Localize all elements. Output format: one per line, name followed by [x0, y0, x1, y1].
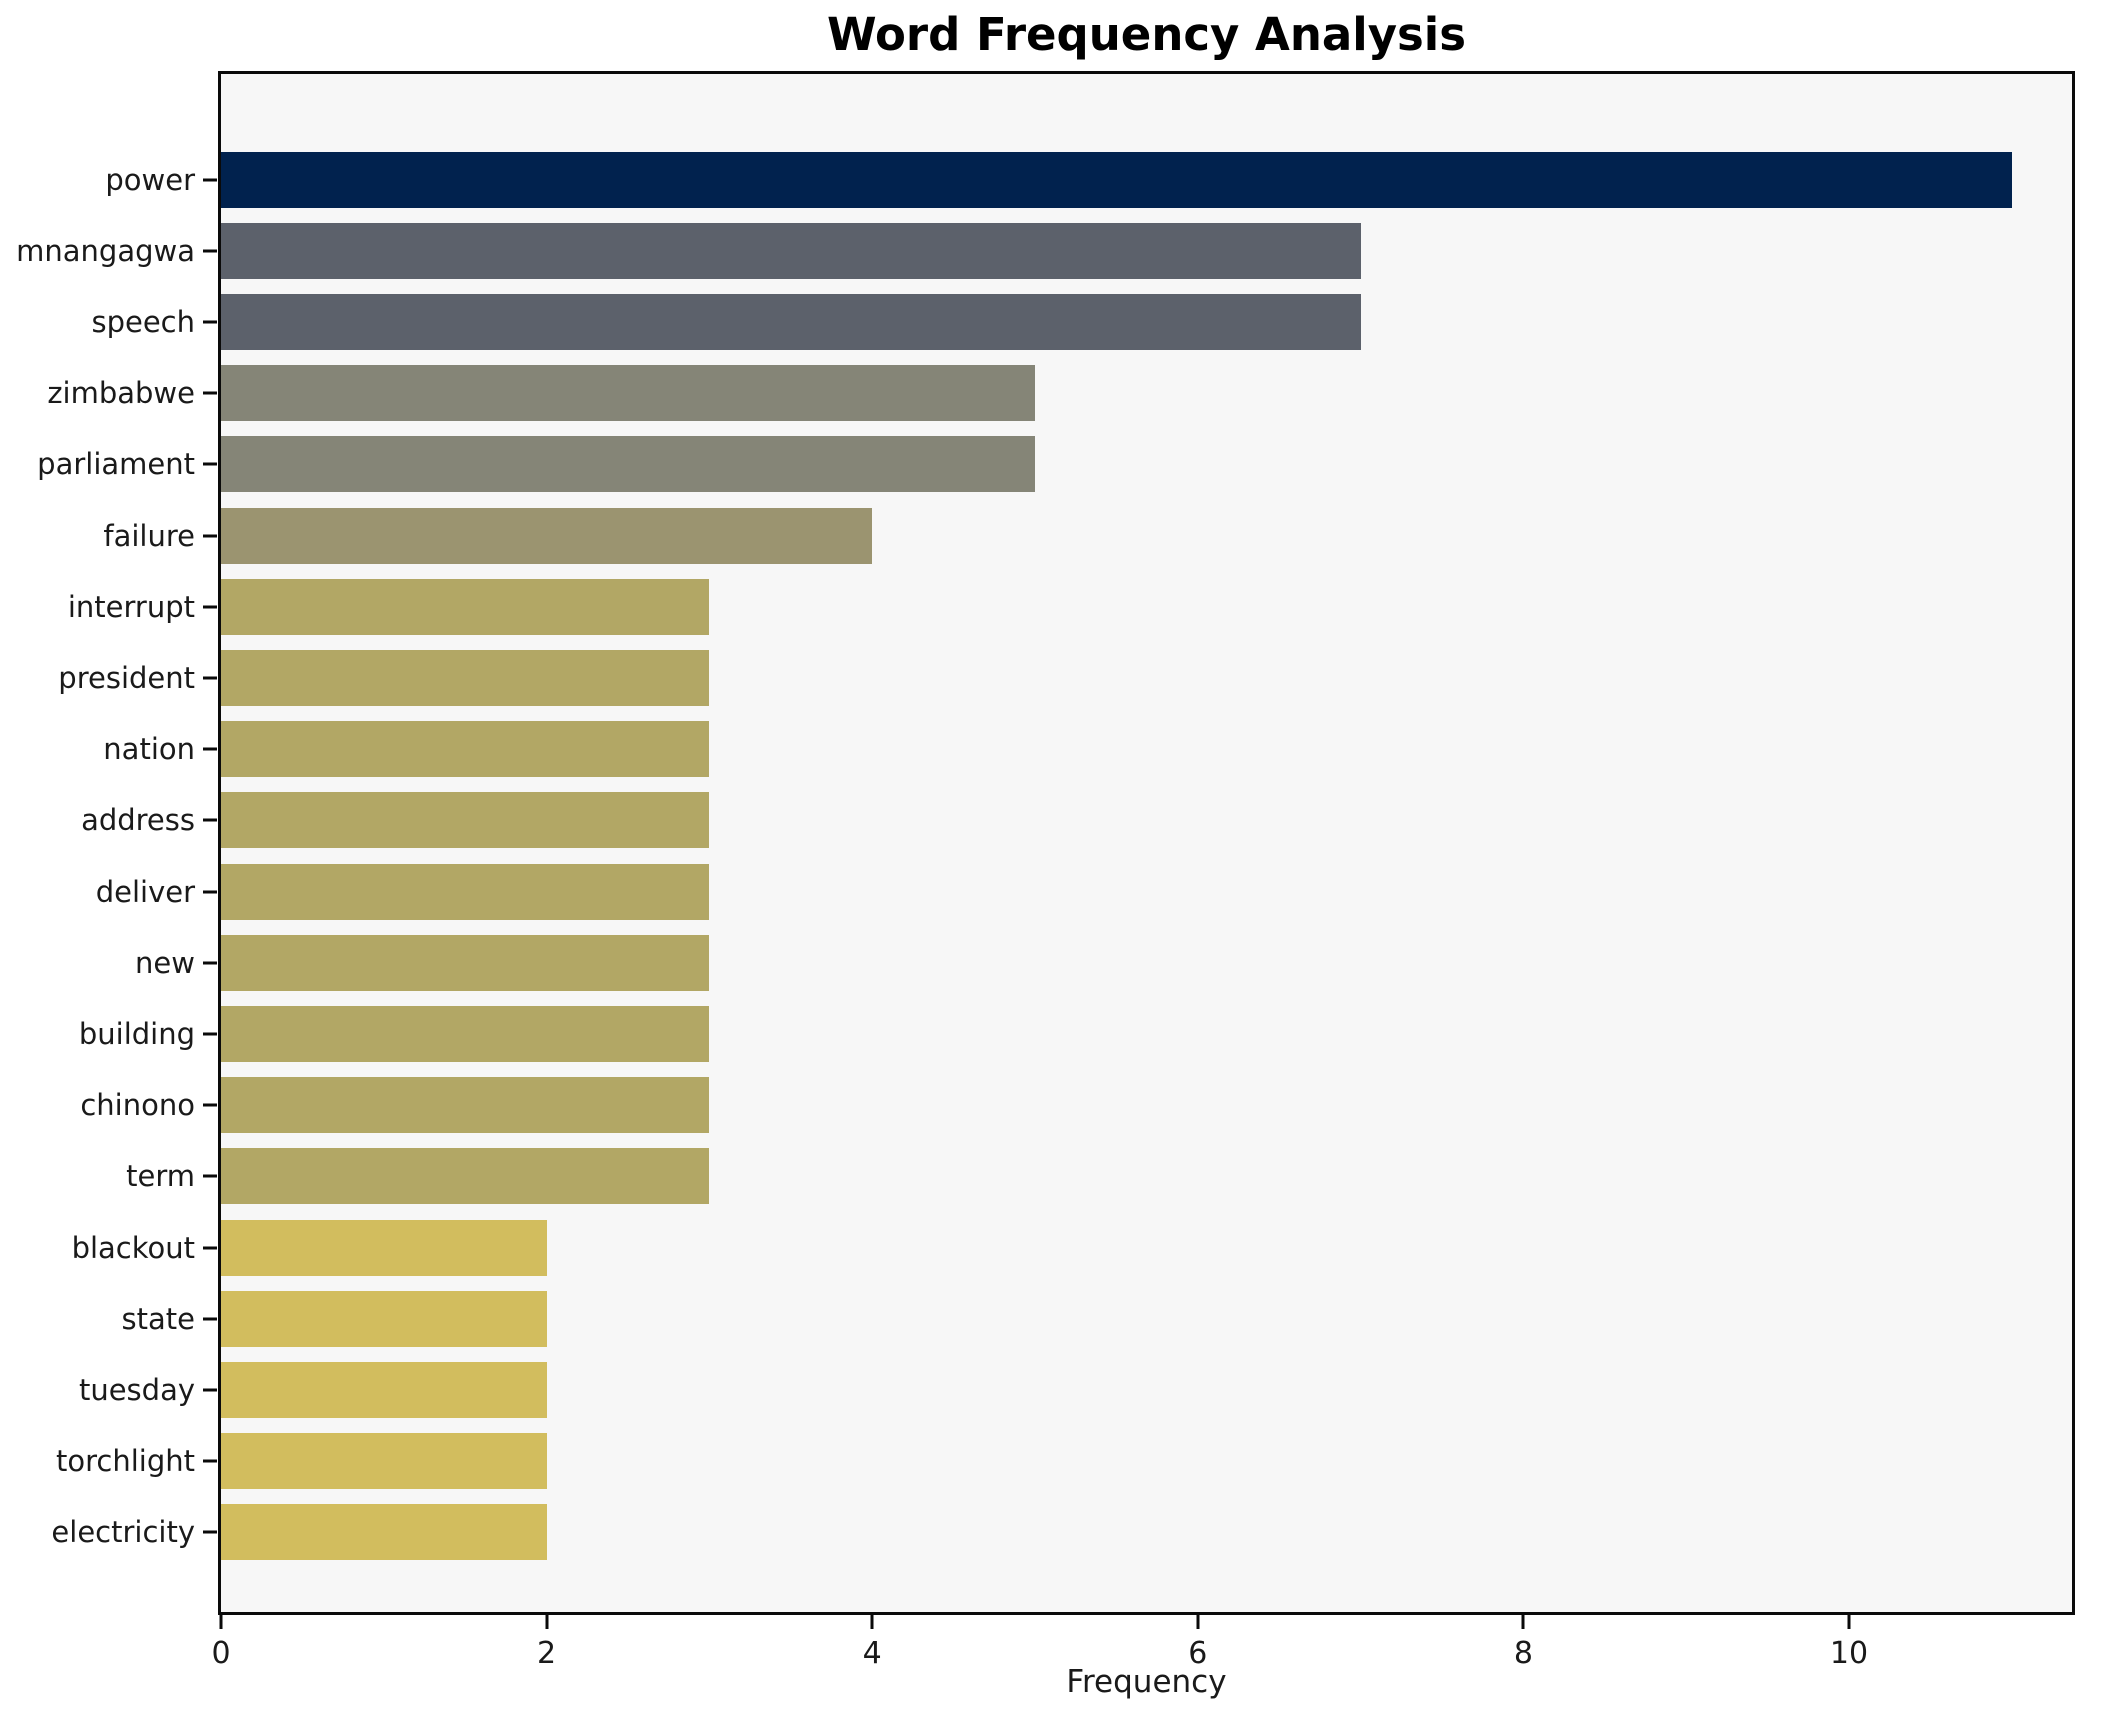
- y-tick-label: parliament: [37, 447, 195, 482]
- bar-nation: [221, 721, 710, 778]
- y-tick-label: tuesday: [78, 1373, 195, 1408]
- plot-area: power mnangagwa speech zimbabwe parliament fa…: [16, 71, 2075, 1671]
- y-tick-mark: [203, 462, 217, 466]
- x-tick-label: 2: [537, 1636, 557, 1671]
- bar-mnangagwa: [221, 222, 1361, 279]
- y-tick-mark: [203, 1246, 217, 1250]
- bar-row: nation: [103, 714, 2072, 785]
- bar-chinono: [221, 1077, 710, 1134]
- y-tick-label: power: [105, 162, 195, 197]
- y-tick-mark: [203, 1174, 217, 1178]
- bar-blackout: [221, 1219, 547, 1276]
- y-tick-mark: [203, 1317, 217, 1321]
- y-tick-label: torchlight: [56, 1444, 195, 1479]
- bar-deliver: [221, 863, 710, 920]
- x-tick-mark: [219, 1615, 223, 1629]
- y-tick-mark: [203, 676, 217, 680]
- bar-building: [221, 1006, 710, 1063]
- bar-rows: power mnangagwa speech zimbabwe parliament fa…: [16, 74, 2072, 1612]
- bar-parliament: [221, 436, 1036, 493]
- y-tick-label: nation: [103, 732, 195, 767]
- y-tick-label: blackout: [71, 1230, 195, 1265]
- y-tick-label: address: [81, 803, 195, 838]
- y-tick-label: president: [58, 661, 195, 696]
- y-tick-mark: [203, 961, 217, 965]
- y-tick-label: interrupt: [67, 589, 195, 624]
- x-tick-mark: [545, 1615, 549, 1629]
- bar-row: parliament: [37, 429, 2072, 500]
- y-tick-mark: [203, 1103, 217, 1107]
- bar-torchlight: [221, 1433, 547, 1490]
- x-tick-label: 4: [862, 1636, 882, 1671]
- bar-row: torchlight: [56, 1426, 2072, 1497]
- y-tick-label: building: [78, 1017, 195, 1052]
- bar-failure: [221, 507, 873, 564]
- y-tick-mark: [203, 249, 217, 253]
- bar-row: tuesday: [79, 1354, 2072, 1425]
- bar-tuesday: [221, 1362, 547, 1419]
- bar-row: speech: [91, 286, 2072, 357]
- y-tick-label: chinono: [80, 1088, 195, 1123]
- y-tick-mark: [203, 605, 217, 609]
- y-tick-mark: [203, 320, 217, 324]
- x-tick-label: 10: [1829, 1636, 1869, 1671]
- bar-row: power: [105, 144, 2072, 215]
- bar-interrupt: [221, 578, 710, 635]
- bar-row: zimbabwe: [47, 358, 2072, 429]
- bar-electricity: [221, 1504, 547, 1561]
- y-tick-label: deliver: [95, 874, 195, 909]
- y-tick-label: electricity: [51, 1515, 195, 1550]
- y-tick-mark: [203, 890, 217, 894]
- bar-row: blackout: [72, 1212, 2072, 1283]
- bar-row: term: [126, 1141, 2072, 1212]
- x-tick-mark: [1196, 1615, 1200, 1629]
- bar-address: [221, 792, 710, 849]
- bar-row: address: [81, 785, 2072, 856]
- bar-speech: [221, 294, 1361, 350]
- y-tick-label: state: [121, 1301, 195, 1336]
- y-tick-mark: [203, 1032, 217, 1036]
- bar-power: [221, 151, 2012, 208]
- bar-row: electricity: [51, 1497, 2072, 1568]
- y-tick-mark: [203, 1459, 217, 1463]
- bar-row: president: [58, 642, 2072, 713]
- bar-row: deliver: [96, 856, 2072, 927]
- bar-new: [221, 934, 710, 991]
- y-tick-mark: [203, 1388, 217, 1392]
- x-axis-label: Frequency: [1066, 1664, 1227, 1700]
- y-tick-label: new: [135, 945, 195, 980]
- bar-row: chinono: [80, 1070, 2072, 1141]
- y-tick-label: failure: [103, 518, 195, 553]
- bar-president: [221, 650, 710, 707]
- bar-row: state: [122, 1283, 2072, 1354]
- bar-row: new: [135, 927, 2072, 998]
- x-tick-label: 0: [211, 1636, 231, 1671]
- y-tick-mark: [203, 818, 217, 822]
- x-tick-mark: [1521, 1615, 1525, 1629]
- y-tick-label: term: [126, 1159, 195, 1194]
- bar-state: [221, 1290, 547, 1347]
- bar-term: [221, 1148, 710, 1205]
- y-tick-label: mnangagwa: [16, 233, 195, 268]
- y-tick-mark: [203, 178, 217, 182]
- bar-zimbabwe: [221, 365, 1036, 422]
- x-tick-mark: [1847, 1615, 1851, 1629]
- y-tick-mark: [203, 391, 217, 395]
- y-tick-mark: [203, 534, 217, 538]
- y-tick-mark: [203, 1530, 217, 1534]
- bar-row: interrupt: [68, 571, 2072, 642]
- bar-row: mnangagwa: [16, 215, 2072, 286]
- y-tick-label: speech: [91, 305, 195, 339]
- y-tick-mark: [203, 747, 217, 751]
- x-tick-mark: [870, 1615, 874, 1629]
- y-tick-label: zimbabwe: [47, 376, 195, 411]
- bar-row: failure: [103, 500, 2072, 571]
- x-tick-label: 8: [1513, 1636, 1533, 1671]
- x-tick-label: 6: [1188, 1636, 1208, 1671]
- bar-row: building: [79, 998, 2072, 1069]
- chart-title: Word Frequency Analysis: [826, 8, 1467, 61]
